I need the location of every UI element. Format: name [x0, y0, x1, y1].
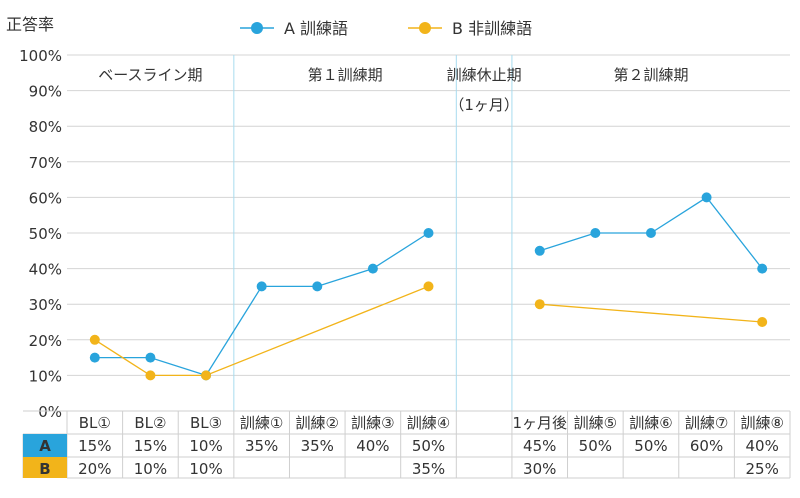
- phase-labels: ベースライン期 第１訓練期 訓練休止期 （1ヶ月） 第２訓練期: [98, 66, 688, 114]
- series-b-point: [423, 281, 434, 292]
- y-tick-label: 20%: [29, 332, 62, 350]
- data-label: 10%: [134, 460, 167, 478]
- series-points: [89, 192, 768, 381]
- data-label: 35%: [245, 437, 278, 455]
- legend: A 訓練語 B 非訓練語: [240, 19, 532, 38]
- series-b-point: [89, 334, 100, 345]
- category-label: 訓練⑥: [629, 414, 672, 432]
- y-axis-label: 正答率: [6, 15, 54, 34]
- series-a-point: [701, 192, 712, 203]
- category-label: 訓練①: [240, 414, 283, 432]
- data-label: 20%: [78, 460, 111, 478]
- data-label: 50%: [634, 437, 667, 455]
- series-a-point: [367, 263, 378, 274]
- y-tick-label: 60%: [29, 189, 62, 207]
- category-label: 訓練②: [296, 414, 339, 432]
- data-label: 40%: [356, 437, 389, 455]
- y-tick-label: 90%: [29, 83, 62, 101]
- phase-label: ベースライン期: [98, 66, 202, 84]
- category-label: 訓練⑦: [685, 414, 728, 432]
- data-label: 35%: [412, 460, 445, 478]
- legend-a-label: A 訓練語: [284, 19, 348, 38]
- series-a-point: [145, 352, 156, 363]
- category-label: BL①: [79, 414, 111, 432]
- category-label: 訓練④: [407, 414, 450, 432]
- series-a-point: [312, 281, 323, 292]
- phase-label: 第２訓練期: [613, 66, 688, 84]
- y-ticks: 0% 10% 20% 30% 40% 50% 60% 70% 80% 90% 100%: [19, 47, 62, 421]
- category-label: 訓練③: [351, 414, 394, 432]
- data-label: 45%: [523, 437, 556, 455]
- series-a-point: [256, 281, 267, 292]
- y-tick-label: 0%: [38, 403, 62, 421]
- category-label: BL②: [134, 414, 166, 432]
- legend-b-marker: [419, 22, 431, 34]
- category-label: 訓練⑤: [574, 414, 617, 432]
- phase-label: 訓練休止期: [447, 66, 522, 84]
- y-tick-label: 50%: [29, 225, 62, 243]
- series-b-point: [757, 317, 768, 327]
- series-a-point: [757, 263, 768, 274]
- data-label: 10%: [189, 437, 222, 455]
- series-a-row-swatch: [23, 434, 67, 457]
- data-label: 40%: [746, 437, 779, 455]
- data-label: 25%: [746, 460, 779, 478]
- data-label: 15%: [134, 437, 167, 455]
- series-a-point: [645, 228, 656, 238]
- data-label: 10%: [189, 460, 222, 478]
- phase-label: 第１訓練期: [308, 66, 383, 84]
- y-tick-label: 40%: [29, 261, 62, 279]
- series-row-label: B: [39, 460, 50, 478]
- data-label: 30%: [523, 460, 556, 478]
- legend-a-marker: [251, 22, 263, 34]
- series-row-label: A: [39, 437, 51, 455]
- series-a-point: [590, 228, 601, 238]
- series-a-point: [423, 228, 434, 238]
- category-label: 訓練⑧: [740, 414, 783, 432]
- y-tick-label: 30%: [29, 296, 62, 314]
- series-b-point: [145, 370, 156, 381]
- series-b-point: [534, 299, 545, 310]
- y-tick-label: 100%: [19, 47, 62, 65]
- series-b-row-swatch: [23, 457, 67, 478]
- data-table: BL① BL② BL③ 訓練① 訓練② 訓練③ 訓練④ 1ヶ月後 訓練⑤ 訓練⑥ 訓練⑦ 訓練⑧ A 15…: [22, 410, 791, 479]
- series-a-point: [534, 245, 545, 256]
- category-label: 1ヶ月後: [512, 414, 567, 432]
- y-tick-label: 70%: [29, 154, 62, 172]
- series-a-point: [89, 352, 100, 363]
- data-label: 15%: [78, 437, 111, 455]
- category-label: BL③: [190, 414, 222, 432]
- series-b-line: [539, 303, 763, 323]
- data-label: 50%: [412, 437, 445, 455]
- y-tick-label: 10%: [29, 367, 62, 385]
- grid: [67, 54, 790, 376]
- phase-sublabel: （1ヶ月）: [449, 96, 519, 114]
- legend-b-label: B 非訓練語: [452, 19, 532, 38]
- y-tick-label: 80%: [29, 118, 62, 136]
- series-b-point: [201, 370, 212, 381]
- series-b-line: [94, 285, 429, 377]
- data-label: 35%: [301, 437, 334, 455]
- data-label: 50%: [579, 437, 612, 455]
- data-label: 60%: [690, 437, 723, 455]
- phase-dividers: [233, 55, 513, 411]
